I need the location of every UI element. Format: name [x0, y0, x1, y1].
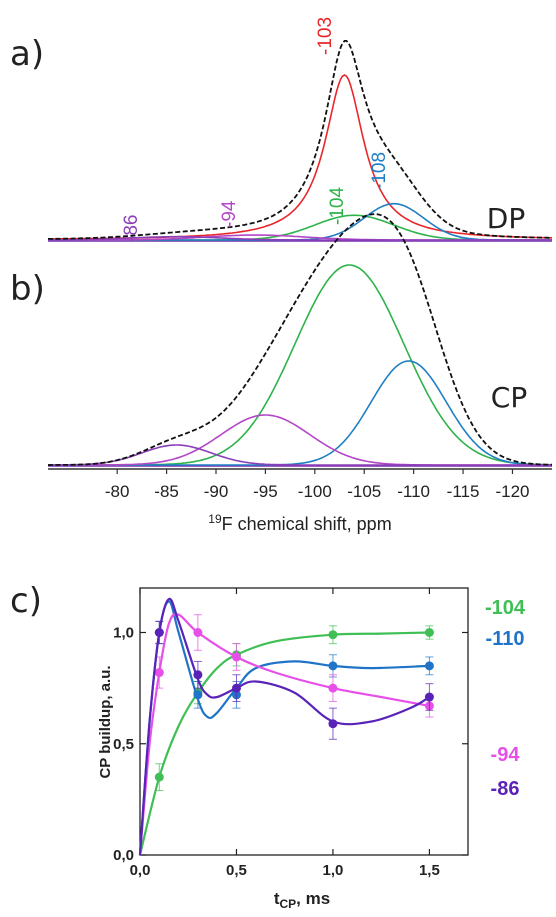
x-tick-label: 0,5 [226, 862, 247, 879]
panel-label-b: b) [10, 269, 45, 309]
peak-label-m86: -86 [121, 215, 142, 242]
plot-frame [140, 588, 468, 855]
x-axis-title-part: CP [279, 897, 296, 911]
peak-label-m104: -104 [327, 187, 348, 225]
component-line-m110 [48, 361, 552, 465]
experimental-spectrum-line [48, 41, 552, 239]
panel-a-dp-spectrum: a) DP -103 -108 -104 -94 -86 [10, 17, 552, 242]
data-point-m110 [425, 661, 434, 670]
data-point-m110 [328, 661, 337, 670]
series-label-m86: -86 [491, 778, 520, 800]
y-tick-label: 0,0 [113, 847, 134, 864]
peak-label-m103: -103 [315, 17, 336, 55]
component-line-m86 [48, 445, 552, 465]
panel-label-a: a) [10, 34, 44, 74]
series-line-m104 [140, 633, 429, 856]
peak-label-m108: -108 [369, 152, 390, 190]
x-axis-title-superscript: 19 [208, 512, 222, 526]
data-point-m86 [425, 693, 434, 702]
x-tick-label: -100 [298, 482, 332, 501]
x-tick-label: 0,0 [130, 862, 151, 879]
data-point-m86 [232, 684, 241, 693]
x-tick-label: -110 [397, 482, 430, 501]
data-point-m94 [155, 668, 164, 677]
x-tick-label: -95 [253, 482, 278, 501]
x-axis-title: tCP, ms [274, 889, 330, 911]
data-point-m86 [155, 628, 164, 637]
series-label-m104: -104 [485, 597, 526, 619]
x-tick-label: -85 [154, 482, 179, 501]
panel-b-cp-spectrum: b) CP -80 -85 -90 -95 -100 -105 -110 -115 -120 19F … [10, 214, 552, 534]
data-point-m86 [328, 719, 337, 728]
x-tick-label: -90 [204, 482, 229, 501]
x-tick-label: -120 [495, 482, 529, 501]
data-point-m94 [232, 652, 241, 661]
data-point-m110 [193, 690, 202, 699]
spectrum-label-dp: DP [487, 202, 525, 235]
data-point-m104 [328, 630, 337, 639]
x-tick-label: -105 [347, 482, 381, 501]
x-tick-label: 1,5 [419, 862, 440, 879]
data-point-m94 [193, 628, 202, 637]
series-line-m86 [140, 599, 429, 855]
y-tick-label: 1,0 [113, 625, 134, 642]
x-axis-title-part: , ms [296, 889, 330, 908]
data-point-m104 [425, 628, 434, 637]
spectrum-label-cp: CP [491, 381, 527, 414]
panel-label-c: c) [10, 581, 42, 621]
peak-label-m94: -94 [219, 200, 240, 228]
panel-c-cp-buildup-chart: c) 0,0 0,5 1,0 1,5 0,0 0,5 1,0 CP buildup, a.u. t… [10, 581, 526, 911]
x-axis-title-text: F chemical shift, ppm [222, 514, 392, 534]
component-line-m103 [48, 75, 552, 239]
y-axis-title: CP buildup, a.u. [97, 665, 114, 778]
x-tick-label: 1,0 [323, 862, 344, 879]
x-tick-label: -115 [447, 482, 480, 501]
data-point-m94 [328, 684, 337, 693]
y-tick-label: 0,5 [113, 736, 134, 753]
data-point-m104 [155, 773, 164, 782]
series-label-m94: -94 [491, 744, 521, 766]
x-axis-title: 19F chemical shift, ppm [208, 512, 391, 534]
series-label-m110: -110 [486, 628, 525, 650]
x-tick-label: -80 [105, 482, 130, 501]
data-point-m86 [193, 670, 202, 679]
